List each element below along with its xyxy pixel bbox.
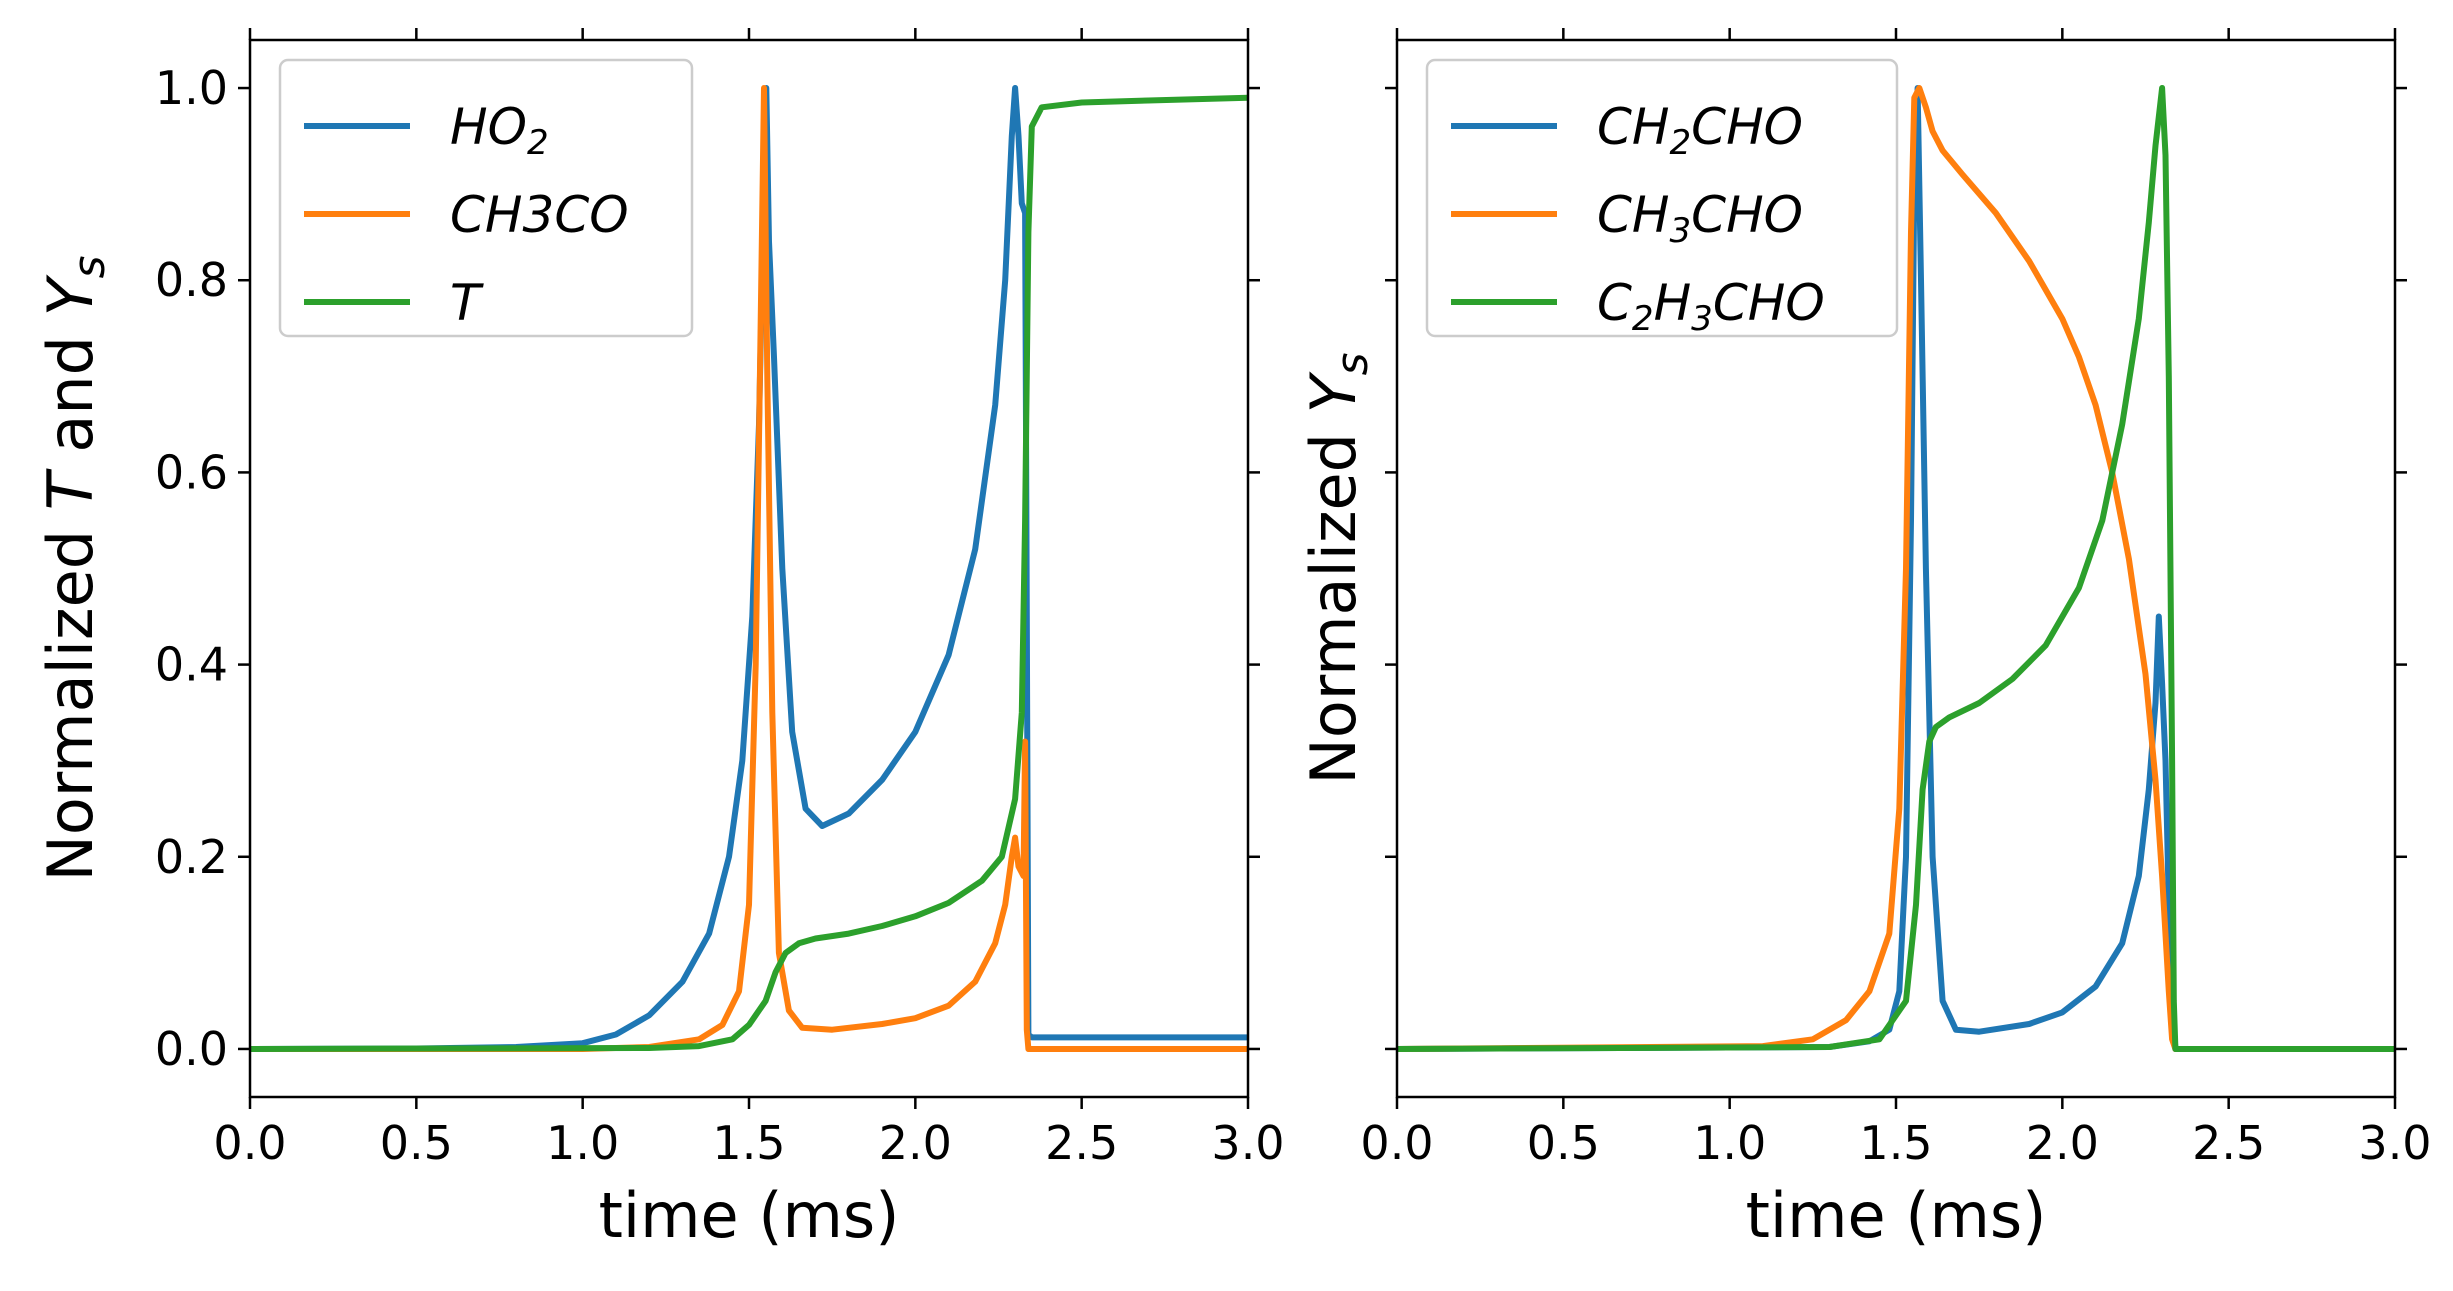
- y-axis-title-var2: Y: [1297, 371, 1370, 413]
- y-tick-label: 0.2: [155, 830, 228, 884]
- legend-label-ch3cho: CH3CHO: [1597, 186, 1803, 251]
- legend-label-ch2cho: CH2CHO: [1597, 98, 1803, 163]
- y-axis-title-subscript: s: [1327, 352, 1378, 375]
- y-tick-label: 0.4: [155, 638, 228, 692]
- y-tick-label: 0.8: [155, 253, 228, 307]
- legend-label-ch3co: CH3CO: [450, 186, 629, 244]
- y-axis-title-var2: Y: [34, 274, 107, 316]
- series-line-t: [250, 94, 1248, 1052]
- x-tick-label: 2.5: [1045, 1116, 1118, 1170]
- x-tick-label: 3.0: [2358, 1116, 2431, 1170]
- x-tick-label: 0.5: [1527, 1116, 1600, 1170]
- x-tick-label: 1.5: [712, 1116, 785, 1170]
- series-lines: [1397, 85, 2395, 1052]
- y-axis-title: Normalized T and Ys: [34, 255, 115, 881]
- x-tick-label: 1.5: [1859, 1116, 1932, 1170]
- x-tick-label: 0.5: [380, 1116, 453, 1170]
- series-line-ho2: [250, 85, 1248, 1052]
- series-line-c2h3cho: [1397, 85, 2395, 1052]
- x-tick-label: 2.5: [2192, 1116, 2265, 1170]
- y-axis-title-prefix: Normalized: [1297, 413, 1370, 784]
- x-tick-label: 1.0: [546, 1116, 619, 1170]
- series-line-ch3cho: [1397, 85, 2395, 1052]
- series-line-ch2cho: [1397, 85, 2395, 1052]
- y-axis-title-subscript: s: [64, 255, 115, 278]
- y-tick-label: 1.0: [155, 61, 228, 115]
- legend-label-ho2: HO2: [450, 98, 549, 163]
- x-axis-title: time (ms): [599, 1179, 900, 1252]
- x-tick-label: 1.0: [1693, 1116, 1766, 1170]
- y-axis-title-var1: T: [34, 468, 107, 510]
- series-line-ch3co: [250, 85, 1248, 1052]
- x-tick-label: 0.0: [1360, 1116, 1433, 1170]
- legend-label-t: T: [450, 274, 484, 332]
- series-lines: [250, 85, 1248, 1052]
- y-tick-label: 0.0: [155, 1022, 228, 1076]
- y-axis-title-mid: and: [34, 316, 107, 472]
- left-chart: 0.0 0.5 1.0 1.5 2.0 2.5 3.0 0.0 0.2 0.4 0.6 0.8 1.0 t…: [34, 28, 1285, 1252]
- x-tick-label: 0.0: [213, 1116, 286, 1170]
- x-tick-label: 2.0: [2026, 1116, 2099, 1170]
- x-axis-title: time (ms): [1746, 1179, 2047, 1252]
- x-tick-label: 3.0: [1211, 1116, 1284, 1170]
- y-tick-label: 0.6: [155, 445, 228, 499]
- y-axis-title: Normalized Ys: [1297, 352, 1378, 784]
- y-axis-title-prefix: Normalized: [34, 510, 107, 881]
- x-tick-label: 2.0: [879, 1116, 952, 1170]
- legend-label-c2h3cho: C2H3CHO: [1597, 274, 1825, 339]
- right-chart: 0.0 0.5 1.0 1.5 2.0 2.5 3.0 time (ms) Normalized…: [1297, 28, 2432, 1252]
